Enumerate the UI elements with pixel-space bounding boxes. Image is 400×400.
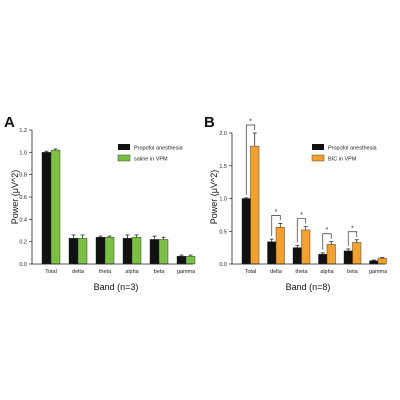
panel-b-significance-bracket xyxy=(296,218,307,243)
panel-b-y-tick-label: 2.0 xyxy=(219,131,227,137)
panel-b-significance-star: * xyxy=(351,225,354,232)
panel-a-y-tick-label: 1.2 xyxy=(19,128,27,134)
panel-b-category-label: theta xyxy=(295,269,308,275)
panel-a-bar-gamma-series-1 xyxy=(185,255,196,265)
panel-a-letter: A xyxy=(4,114,15,131)
panel-b-category-label: alpha xyxy=(320,269,334,275)
panel-a-bar-total-series-1 xyxy=(50,149,61,265)
panel-a-x-categories: Total delta theta alpha beta gamma xyxy=(45,269,196,275)
panel-a-y-tick-label: 0.6 xyxy=(19,195,27,201)
panel-b-category-label: gamma xyxy=(369,269,388,275)
panel-a-y-tick-label: 1.0 xyxy=(19,150,27,156)
panel-b-legend-label-propofol: Propofol anesthesia xyxy=(328,146,378,152)
panel-a-legend-swatch-propofol xyxy=(118,144,130,150)
panel-b-significance-star: * xyxy=(275,209,278,216)
panel-b-bar-beta-series-0 xyxy=(343,250,353,265)
panel-b-bar-delta-series-0 xyxy=(267,241,277,265)
panel-b-y-tick-label: 0.5 xyxy=(219,229,227,235)
panel-b-bar-total-series-0 xyxy=(241,198,251,265)
panel-a-x-axis-title: Band (n=3) xyxy=(94,282,139,292)
panel-b-significance-star: * xyxy=(300,212,303,219)
panel-a-category-label: alpha xyxy=(125,269,139,275)
panel-a: A 0.0 0.2 0.4 0.6 0.8 1.0 1.2 Total delta theta a… xyxy=(4,114,196,292)
panel-a-y-ticks: 0.0 0.2 0.4 0.6 0.8 1.0 1.2 xyxy=(19,128,32,268)
panel-b-y-ticks: 0.0 0.5 1.0 1.5 2.0 xyxy=(219,131,232,268)
panel-a-legend-label-propofol: Propofol anesthesia xyxy=(134,146,184,152)
panel-b-legend-label-bic: BIC in VPM xyxy=(328,157,357,163)
panel-b-bars xyxy=(241,132,387,265)
panel-a-y-axis-title: Power (μV^2) xyxy=(10,170,20,224)
panel-a-bar-delta-series-1 xyxy=(77,238,88,265)
panel-b-bar-gamma-series-0 xyxy=(369,260,379,265)
panel-a-y-tick-label: 0.8 xyxy=(19,173,27,179)
panel-a-category-label: beta xyxy=(154,269,166,275)
panel-b-significance-star: * xyxy=(326,227,329,234)
panel-a-bar-alpha-series-1 xyxy=(131,236,142,265)
panel-b-bar-alpha-series-1 xyxy=(326,244,336,265)
panel-b-bar-theta-series-1 xyxy=(301,229,311,265)
panel-a-bar-alpha-series-0 xyxy=(122,238,133,265)
panel-a-legend-label-saline: saline in VPM xyxy=(134,157,168,163)
panel-b-x-axis-title: Band (n=8) xyxy=(286,282,331,292)
panel-a-category-label: delta xyxy=(72,269,85,275)
panel-a-bar-theta-series-1 xyxy=(104,236,115,265)
panel-b-bar-total-series-1 xyxy=(250,145,260,265)
panel-b-category-label: delta xyxy=(270,269,283,275)
panel-b-bar-delta-series-1 xyxy=(275,227,285,265)
panel-a-category-label: Total xyxy=(45,269,57,275)
panel-b-significance-bracket xyxy=(245,124,256,195)
panel-b-bar-alpha-series-0 xyxy=(318,253,328,265)
panel-b-x-categories: Total delta theta alpha beta gamma xyxy=(245,269,388,275)
panel-b: B 0.0 0.5 1.0 1.5 2.0 * * * * * Total delta theta a… xyxy=(204,114,388,292)
panel-b-significance-star: * xyxy=(249,119,252,126)
panel-b-bar-theta-series-0 xyxy=(292,247,302,265)
panel-b-category-label: beta xyxy=(347,269,359,275)
panel-b-y-tick-label: 1.0 xyxy=(219,197,227,203)
panel-b-bar-gamma-series-1 xyxy=(377,257,387,265)
panel-b-legend-swatch-propofol xyxy=(312,144,324,150)
panel-b-significance-bracket xyxy=(271,215,281,237)
panel-b-letter: B xyxy=(204,114,215,131)
panel-a-bar-beta-series-0 xyxy=(149,239,160,265)
panel-a-bar-gamma-series-0 xyxy=(176,255,187,265)
panel-b-legend: Propofol anesthesia BIC in VPM xyxy=(311,144,378,163)
panel-a-bar-delta-series-0 xyxy=(68,238,79,265)
panel-b-significance-bracket xyxy=(322,233,332,250)
panel-b-category-label: Total xyxy=(245,269,257,275)
panel-a-bar-theta-series-0 xyxy=(95,236,106,265)
panel-a-y-tick-label: 0.4 xyxy=(19,217,27,223)
panel-a-bars xyxy=(41,148,196,265)
panel-b-y-axis-title: Power (μV^2) xyxy=(209,170,219,224)
panel-b-y-tick-label: 0.0 xyxy=(219,262,227,268)
panel-a-bar-beta-series-1 xyxy=(158,239,169,265)
panel-a-y-tick-label: 0.2 xyxy=(19,240,27,246)
panel-b-bar-beta-series-1 xyxy=(352,242,362,265)
panel-a-legend-swatch-saline xyxy=(117,154,131,162)
panel-a-legend: Propofol anesthesia saline in VPM xyxy=(117,144,184,163)
panel-a-category-label: theta xyxy=(99,269,112,275)
panel-a-category-label: gamma xyxy=(177,269,196,275)
panel-b-significance-bracket xyxy=(347,231,358,246)
panel-a-bar-total-series-0 xyxy=(41,152,52,265)
panel-a-y-tick-label: 0.0 xyxy=(19,262,27,268)
panel-b-y-tick-label: 1.5 xyxy=(219,164,227,170)
panel-b-legend-swatch-bic xyxy=(311,154,325,162)
panel-b-significance: * * * * * xyxy=(245,119,358,250)
